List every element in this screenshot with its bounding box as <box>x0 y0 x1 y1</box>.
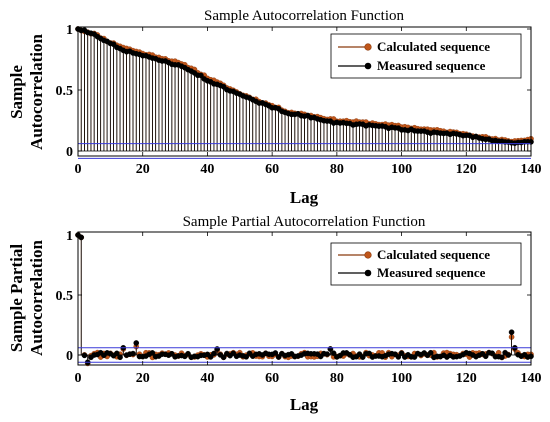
pacf-data-point <box>207 354 214 360</box>
pacf-data-point <box>78 234 85 241</box>
pacf-panel: Sample Partial Autocorrelation Function … <box>7 214 542 414</box>
pacf-legend-calc-label: Calculated sequence <box>377 247 490 262</box>
pacf-xtick-label: 100 <box>391 371 412 386</box>
acf-xlabel: Lag <box>290 188 319 207</box>
acf-xtick-label: 80 <box>330 162 344 177</box>
pacf-legend-meas-label: Measured sequence <box>377 265 486 280</box>
acf-ylabel-line1: Sample <box>7 65 26 119</box>
pacf-ytick-label: 0.5 <box>56 289 74 304</box>
acf-xtick-label: 40 <box>200 162 214 177</box>
pacf-xtick-label: 0 <box>75 371 82 386</box>
pacf-xtick-label: 40 <box>200 371 214 386</box>
acf-xtick-label: 100 <box>391 162 412 177</box>
pacf-ylabel-line2: Autocorrelation <box>27 240 46 356</box>
acf-legend-calc-marker <box>364 43 372 51</box>
acf-xtick-label: 140 <box>521 162 542 177</box>
pacf-data-point <box>243 354 250 360</box>
acf-ytick-label: 1 <box>66 23 73 38</box>
acf-ytick-label: 0.5 <box>56 84 74 99</box>
pacf-ytick-label: 0 <box>66 349 73 364</box>
pacf-data-point <box>133 340 140 346</box>
acf-plot-area <box>75 26 534 159</box>
pacf-axes-box <box>77 231 532 366</box>
pacf-ylabel-line1: Sample Partial <box>7 244 26 352</box>
acf-ylabel-line2: Autocorrelation <box>27 34 46 150</box>
acf-legend-meas-label: Measured sequence <box>377 58 486 73</box>
pacf-data-point <box>130 350 136 357</box>
acf-xtick-label: 60 <box>265 162 279 177</box>
pacf-xtick-label: 80 <box>330 371 344 386</box>
acf-title: Sample Autocorrelation Function <box>204 8 404 24</box>
acf-ticks: 0 20 40 60 80 100 120 140 0 0.5 1 <box>56 23 542 177</box>
pacf-legend: Calculated sequence Measured sequence <box>330 242 522 286</box>
pacf-legend-calc-marker <box>364 251 372 259</box>
pacf-title: Sample Partial Autocorrelation Function <box>183 214 426 230</box>
pacf-data-point <box>117 354 123 361</box>
pacf-xtick-label: 140 <box>521 371 542 386</box>
acf-panel: Sample Autocorrelation Function 0 20 40 60 8… <box>7 8 542 207</box>
acf-xtick-label: 0 <box>75 162 82 177</box>
acf-data-point <box>198 72 204 79</box>
acf-xtick-label: 120 <box>456 162 477 177</box>
acf-legend-box <box>330 33 522 79</box>
pacf-data-point <box>395 354 402 360</box>
pacf-data-point <box>427 349 434 356</box>
pacf-xtick-label: 20 <box>136 371 150 386</box>
pacf-data-point <box>149 350 156 356</box>
pacf-data-point <box>275 354 282 360</box>
pacf-data-point <box>499 354 505 361</box>
acf-legend: Calculated sequence Measured sequence <box>330 33 522 79</box>
pacf-data-point <box>272 350 279 356</box>
pacf-xlabel: Lag <box>290 395 319 414</box>
pacf-legend-meas-marker <box>364 269 372 277</box>
pacf-data-point <box>324 351 330 357</box>
pacf-data-point <box>508 329 515 336</box>
acf-xtick-label: 20 <box>136 162 150 177</box>
pacf-ticks: 0 20 40 60 80 100 120 140 0 0.5 1 <box>56 229 542 386</box>
pacf-data-point <box>214 346 220 352</box>
acf-legend-meas-marker <box>364 62 372 70</box>
pacf-data-point <box>359 354 366 360</box>
pacf-xtick-label: 60 <box>265 371 279 386</box>
pacf-data-point <box>398 350 405 357</box>
pacf-data-point <box>411 354 418 360</box>
acf-ytick-label: 0 <box>66 145 73 160</box>
acf-axes-box <box>77 26 532 157</box>
pacf-ytick-label: 1 <box>66 229 73 244</box>
pacf-data-point <box>330 350 337 356</box>
pacf-legend-box <box>330 242 522 286</box>
acf-legend-calc-label: Calculated sequence <box>377 39 490 54</box>
pacf-xtick-label: 120 <box>456 371 477 386</box>
pacf-data-point <box>489 350 495 357</box>
